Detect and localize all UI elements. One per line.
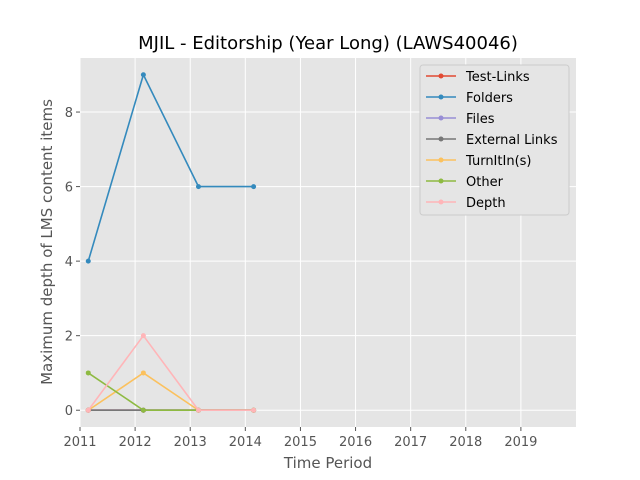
series-layer xyxy=(85,72,257,413)
series-line xyxy=(87,73,254,262)
legend-label: Test-Links xyxy=(465,70,530,85)
data-point xyxy=(195,407,201,413)
data-point xyxy=(140,72,146,78)
y-tick-label: 8 xyxy=(65,106,73,121)
legend-item: External Links xyxy=(426,133,558,148)
x-tick-label: 2018 xyxy=(449,435,482,450)
data-point xyxy=(140,370,146,376)
legend-item: Other xyxy=(426,175,504,190)
legend: Test-Links Folders Files External Links Turn… xyxy=(419,64,570,216)
x-tick-label: 2017 xyxy=(394,435,427,450)
legend-label: Depth xyxy=(466,196,506,211)
legend-label: Other xyxy=(466,175,504,190)
legend-item: Depth xyxy=(426,196,506,211)
legend-label: External Links xyxy=(466,133,558,148)
series-folders xyxy=(85,72,257,264)
y-tick-label: 0 xyxy=(65,404,73,419)
series-line xyxy=(87,334,254,412)
data-point xyxy=(85,258,91,264)
legend-item: Folders xyxy=(426,91,513,106)
chart-title: MJIL - Editorship (Year Long) (LAWS40046… xyxy=(138,33,518,54)
data-point xyxy=(85,407,91,413)
data-point xyxy=(85,370,91,376)
legend-marker xyxy=(438,178,444,184)
x-tick-label: 2019 xyxy=(504,435,537,450)
x-axis-title: Time Period xyxy=(283,454,372,472)
legend-marker xyxy=(438,136,444,142)
y-axis-title: Maximum depth of LMS content items xyxy=(38,99,56,385)
data-point xyxy=(140,407,146,413)
x-tick-label: 2013 xyxy=(174,435,207,450)
legend-box xyxy=(419,64,570,216)
series-depth xyxy=(85,333,257,413)
y-tick-label: 6 xyxy=(65,181,73,196)
x-tick-label: 2012 xyxy=(119,435,152,450)
legend-item: Test-Links xyxy=(426,70,530,85)
data-point xyxy=(251,407,257,413)
x-axis: 2011 2012 2013 2014 2015 2016 2017 2018 2019 xyxy=(63,427,537,450)
data-point xyxy=(195,184,201,190)
legend-marker xyxy=(438,199,444,205)
y-axis: 0 2 4 6 8 xyxy=(65,106,80,419)
y-tick-label: 4 xyxy=(65,255,73,270)
x-tick-label: 2011 xyxy=(63,435,96,450)
data-point xyxy=(251,184,257,190)
legend-item: TurnItIn(s) xyxy=(426,154,531,169)
legend-marker xyxy=(438,157,444,163)
legend-label: Folders xyxy=(466,91,513,106)
data-point xyxy=(140,333,146,339)
legend-marker xyxy=(438,115,444,121)
legend-item: Files xyxy=(426,112,495,127)
legend-label: TurnItIn(s) xyxy=(465,154,531,169)
x-tick-label: 2016 xyxy=(339,435,372,450)
x-tick-label: 2015 xyxy=(284,435,317,450)
y-tick-label: 2 xyxy=(65,330,73,345)
legend-marker xyxy=(438,73,444,79)
legend-label: Files xyxy=(466,112,495,127)
legend-marker xyxy=(438,94,444,100)
x-tick-label: 2014 xyxy=(229,435,262,450)
